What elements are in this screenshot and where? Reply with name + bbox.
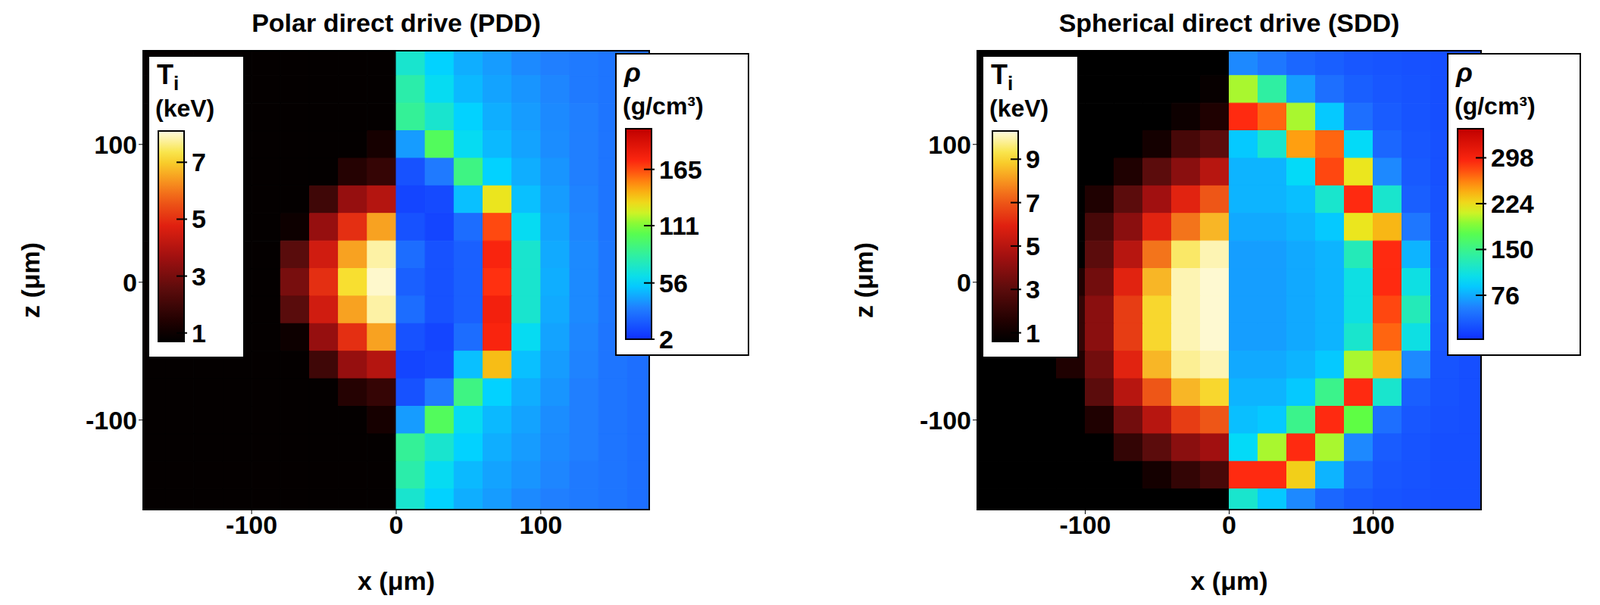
svg-text:0: 0 <box>122 268 138 297</box>
svg-text:-100: -100 <box>85 406 138 435</box>
html-text:7: 7 <box>1025 188 1041 218</box>
html-text:150: 150 <box>1490 235 1534 264</box>
html-text:ρ: ρ <box>624 56 641 88</box>
html-text:(keV): (keV) <box>989 94 1049 122</box>
svg-text:-100: -100 <box>919 406 972 435</box>
html-text:(g/cm³): (g/cm³) <box>622 92 704 120</box>
html-text:ρ: ρ <box>1456 56 1473 88</box>
svg-text:-100: -100 <box>1059 510 1111 540</box>
svg-text:0: 0 <box>956 268 972 297</box>
html-text:1: 1 <box>1025 318 1041 348</box>
html-text:Spherical direct drive (SDD): Spherical direct drive (SDD) <box>1058 8 1400 38</box>
html-text:5: 5 <box>1025 231 1041 261</box>
svg-text:100: 100 <box>518 510 563 540</box>
svg-text:-100: -100 <box>225 510 278 540</box>
html-text:9: 9 <box>1025 144 1041 174</box>
svg-text:100: 100 <box>1351 510 1395 540</box>
html-text:165: 165 <box>659 155 703 184</box>
html-text:z (μm): z (μm) <box>15 242 45 319</box>
html-text:(keV): (keV) <box>155 94 215 122</box>
svg-text:0: 0 <box>1221 510 1237 540</box>
html-text:z (μm): z (μm) <box>849 242 879 319</box>
html-text:5: 5 <box>191 204 206 234</box>
svg-text:100: 100 <box>928 130 972 160</box>
svg-text:0: 0 <box>389 510 404 540</box>
html-text:x (μm): x (μm) <box>357 566 435 596</box>
html-text:Ti: Ti <box>156 59 179 95</box>
html-text:Ti: Ti <box>990 59 1014 95</box>
html-text:1: 1 <box>191 318 206 348</box>
html-text:298: 298 <box>1490 143 1534 173</box>
html-text:224: 224 <box>1490 189 1534 219</box>
html-text:76: 76 <box>1490 280 1520 310</box>
html-text:x (μm): x (μm) <box>1190 566 1268 596</box>
html-text:2: 2 <box>659 325 674 354</box>
html-text:111: 111 <box>659 211 700 241</box>
html-text:7: 7 <box>191 147 206 177</box>
html-text:(g/cm³): (g/cm³) <box>1454 92 1536 120</box>
html-text:Polar direct drive (PDD): Polar direct drive (PDD) <box>251 8 541 38</box>
html-text:3: 3 <box>191 261 206 291</box>
html-text:56: 56 <box>659 268 688 298</box>
svg-text:100: 100 <box>93 130 138 160</box>
html-text:3: 3 <box>1025 275 1041 304</box>
